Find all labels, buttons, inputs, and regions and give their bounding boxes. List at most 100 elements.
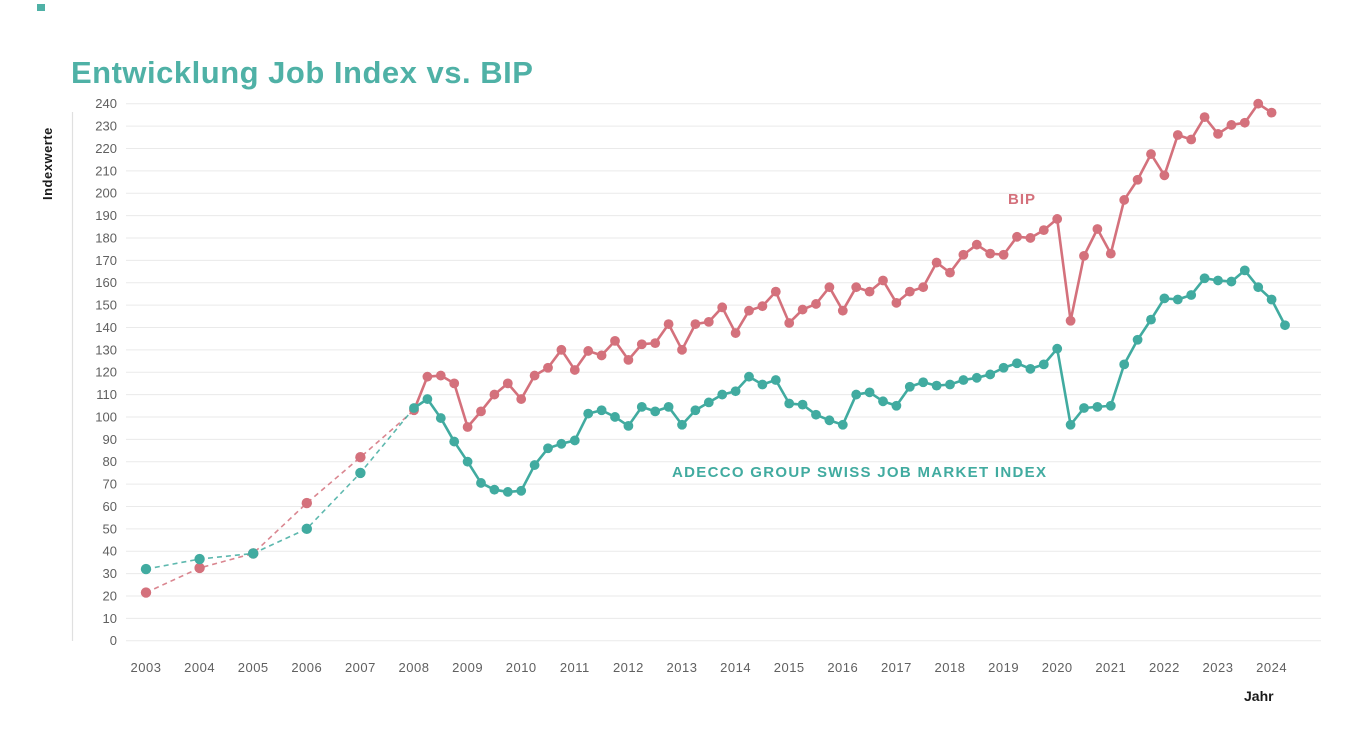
job-index-data-point — [1092, 401, 1103, 412]
job-index-data-point — [596, 405, 607, 416]
bip-data-point — [918, 282, 929, 293]
job-index-data-point — [476, 478, 486, 488]
series-label-bip: BIP — [1008, 191, 1037, 208]
job-index-data-point — [1065, 419, 1076, 430]
bip-data-point — [985, 248, 996, 259]
x-tick-label: 2010 — [506, 660, 537, 675]
y-tick-label: 40 — [103, 544, 117, 559]
bip-data-point — [1092, 224, 1103, 234]
bip-data-point — [1253, 98, 1264, 109]
job-index-data-point — [998, 362, 1009, 373]
bip-data-point — [730, 328, 741, 338]
bip-data-point — [489, 389, 500, 400]
bip-data-point — [1159, 170, 1170, 181]
y-tick-label: 70 — [103, 477, 117, 492]
job-index-data-point — [462, 456, 473, 467]
y-tick-label: 10 — [103, 611, 117, 626]
bip-data-point — [971, 239, 982, 250]
job-index-data-point — [502, 487, 513, 497]
y-tick-label: 200 — [95, 186, 117, 201]
bip-data-point — [476, 406, 486, 417]
bip-data-point — [663, 319, 674, 329]
job-index-data-point — [985, 369, 996, 380]
series-label-job-index: ADECCO GROUP SWISS JOB MARKET INDEX — [672, 464, 1048, 481]
y-tick-label: 210 — [95, 163, 117, 178]
job-index-data-point — [945, 379, 955, 390]
x-tick-label: 2011 — [560, 660, 590, 675]
bip-data-point — [703, 316, 714, 327]
job-index-data-point — [650, 406, 661, 417]
bip-data-point — [636, 339, 647, 350]
bip-data-point — [904, 286, 915, 297]
job-index-data-point — [784, 398, 795, 409]
y-tick-label: 60 — [103, 499, 117, 514]
bip-dashed-line — [145, 409, 415, 594]
bip-data-point — [1239, 117, 1250, 128]
y-tick-label: 220 — [95, 141, 117, 156]
bip-data-point — [958, 249, 969, 260]
job-index-data-point — [194, 553, 205, 565]
job-index-data-point — [543, 443, 553, 454]
job-index-data-point — [636, 401, 647, 412]
bip-data-point — [1105, 248, 1116, 259]
x-tick-label: 2024 — [1256, 660, 1287, 675]
bip-data-point — [623, 354, 634, 365]
x-tick-label: 2018 — [935, 660, 966, 675]
job-index-data-point — [904, 381, 915, 392]
bip-data-point — [301, 497, 312, 509]
job-index-dashed-line — [145, 407, 415, 570]
y-tick-label: 0 — [110, 633, 117, 648]
bip-data-point — [543, 362, 553, 373]
job-index-data-point — [1079, 403, 1089, 413]
x-tick-label: 2013 — [667, 660, 698, 675]
job-index-data-point — [811, 409, 821, 420]
bip-data-point — [878, 275, 888, 286]
bip-data-point — [1226, 120, 1237, 130]
job-index-data-point — [422, 394, 433, 404]
job-index-data-point — [663, 401, 674, 412]
job-index-data-point — [1226, 276, 1237, 287]
y-tick-label: 110 — [96, 387, 117, 402]
job-index-data-point — [744, 371, 754, 382]
job-index-data-point — [1159, 293, 1170, 304]
y-tick-label: 20 — [103, 588, 117, 603]
job-index-data-point — [556, 438, 567, 449]
bip-data-point — [422, 371, 433, 382]
job-index-data-point — [516, 485, 527, 496]
bip-data-point — [596, 350, 607, 361]
x-tick-label: 2003 — [131, 660, 162, 675]
job-index-data-point — [918, 377, 929, 388]
bip-data-point — [1146, 149, 1156, 159]
job-index-data-point — [770, 375, 781, 385]
bip-data-point — [1199, 112, 1210, 123]
y-tick-label: 180 — [95, 230, 117, 245]
bip-data-point — [717, 302, 728, 313]
job-index-data-point — [797, 399, 808, 410]
job-index-data-point — [623, 421, 634, 431]
job-index-data-point — [837, 419, 848, 430]
job-index-data-point — [248, 548, 259, 559]
bip-data-point — [690, 319, 701, 329]
bip-data-point — [744, 305, 754, 316]
bip-data-point — [797, 304, 808, 315]
y-tick-label: 170 — [95, 253, 117, 268]
y-tick-label: 50 — [103, 521, 117, 536]
job-index-data-point — [1052, 343, 1063, 354]
bip-data-point — [1119, 195, 1130, 205]
x-tick-label: 2008 — [399, 660, 430, 675]
bip-data-point — [757, 301, 768, 312]
bip-data-point — [1025, 233, 1036, 243]
y-tick-label: 190 — [95, 208, 117, 223]
y-tick-label: 240 — [95, 96, 117, 111]
job-index-line — [413, 269, 1287, 494]
job-index-data-point — [864, 387, 875, 398]
x-tick-label: 2012 — [613, 660, 644, 675]
job-index-data-point — [1266, 294, 1277, 305]
y-tick-label: 120 — [95, 365, 117, 380]
x-tick-label: 2019 — [988, 660, 1019, 675]
bip-data-point — [462, 422, 473, 432]
bip-data-point — [837, 305, 848, 316]
job-index-data-point — [489, 484, 500, 495]
job-index-data-point — [1172, 294, 1183, 305]
job-index-data-point — [1119, 359, 1130, 370]
